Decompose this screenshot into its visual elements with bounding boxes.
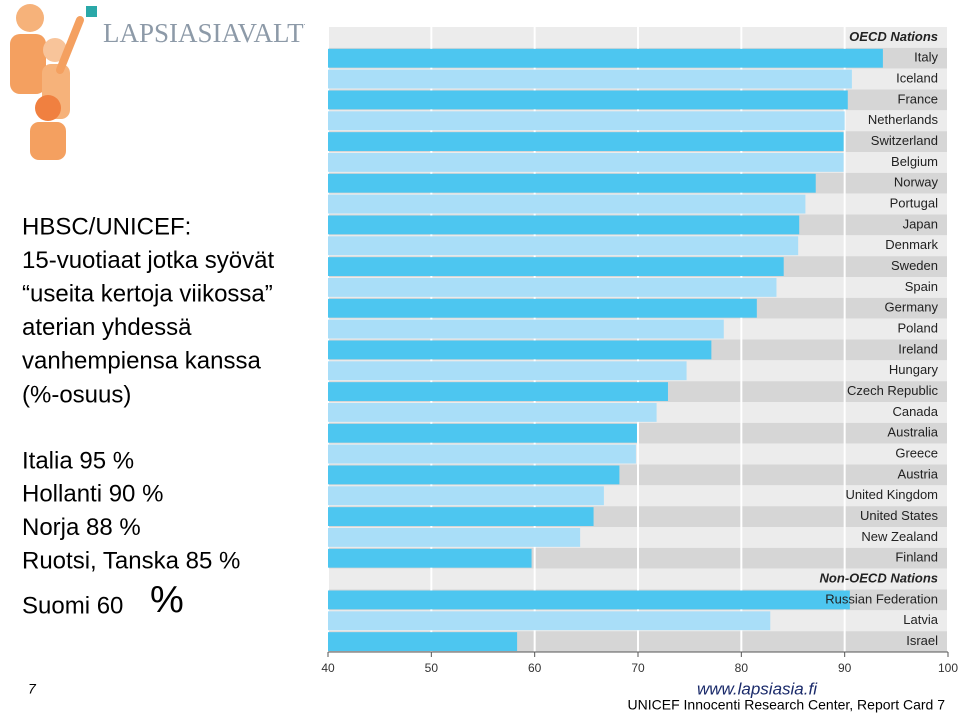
x-tick-label: 60: [528, 661, 542, 675]
category-label: Australia: [887, 425, 938, 440]
category-label: Hungary: [889, 362, 939, 377]
bar: [328, 194, 806, 214]
bar: [328, 361, 687, 381]
category-label: Italy: [914, 50, 938, 65]
category-label: France: [898, 91, 938, 106]
bar: [328, 465, 620, 485]
category-label: Israel: [906, 633, 938, 648]
bar: [328, 611, 771, 631]
category-label: Spain: [905, 279, 938, 294]
category-label: Canada: [892, 404, 938, 419]
url: www.lapsiasia.fi: [697, 679, 818, 698]
bar: [328, 90, 848, 110]
x-tick-label: 90: [838, 661, 852, 675]
bar: [328, 340, 712, 360]
category-label: Sweden: [891, 258, 938, 273]
category-label: Latvia: [903, 612, 938, 627]
bar: [328, 153, 844, 172]
category-label: Switzerland: [871, 133, 938, 148]
x-tick-label: 50: [425, 661, 439, 675]
list-item: Suomi 60: [22, 592, 123, 619]
bar: [328, 48, 883, 68]
category-label: Norway: [894, 175, 939, 190]
category-label: Denmark: [885, 237, 938, 252]
logo-text: LAPSIASIAVALTUU: [103, 18, 343, 48]
bar: [328, 319, 724, 339]
logo-figures: [10, 4, 97, 160]
category-label: Iceland: [896, 71, 938, 86]
category-label: Germany: [885, 300, 939, 315]
category-label: Russian Federation: [825, 591, 938, 606]
group-label: OECD Nations: [849, 29, 938, 44]
bar: [328, 382, 668, 401]
x-tick-label: 100: [938, 661, 958, 675]
source: UNICEF Innocenti Research Center, Report…: [628, 697, 946, 713]
bar: [328, 111, 845, 131]
bar: [328, 632, 518, 651]
title-line: vanhempiensa kanssa: [22, 348, 261, 375]
x-tick-label: 70: [631, 661, 645, 675]
title-line: (%-osuus): [22, 381, 131, 408]
category-label: Finland: [895, 550, 938, 565]
title-line: “useita kertoja viikossa”: [22, 281, 273, 308]
bar: [328, 423, 637, 443]
group-label: Non-OECD Nations: [820, 571, 938, 586]
page-number: 7: [28, 681, 37, 697]
category-label: Poland: [898, 321, 938, 336]
category-label: Austria: [898, 466, 939, 481]
bar: [328, 444, 636, 464]
bar: [328, 298, 757, 318]
category-label: Portugal: [890, 196, 939, 211]
bar: [328, 215, 800, 235]
list-item: Ruotsi, Tanska 85 %: [22, 548, 240, 575]
category-label: Greece: [895, 446, 938, 461]
x-tick-label: 40: [321, 661, 335, 675]
bar: [328, 257, 784, 276]
bar: [328, 132, 844, 151]
bar: [328, 590, 850, 610]
x-tick-label: 80: [735, 661, 749, 675]
bar: [328, 69, 852, 89]
title-line: aterian yhdessä: [22, 314, 192, 341]
bar: [328, 507, 594, 526]
title-line: HBSC/UNICEF:: [22, 213, 191, 240]
category-label: Czech Republic: [847, 383, 939, 398]
bar: [328, 278, 777, 297]
category-label: Ireland: [898, 341, 938, 356]
bar: [328, 548, 532, 568]
chart: 40 50 60 70 80 90 100 OECD Nations Non-OECD Nati…: [321, 27, 958, 675]
category-label: Netherlands: [868, 112, 939, 127]
bar: [328, 236, 799, 256]
bar: [328, 528, 581, 547]
bar: [328, 173, 816, 193]
list-item: Norja 88 %: [22, 514, 141, 541]
list-item: Italia 95 %: [22, 447, 134, 474]
category-label: Japan: [903, 216, 938, 231]
bar: [328, 403, 657, 422]
list-item-unit: %: [150, 579, 184, 621]
category-label: New Zealand: [861, 529, 938, 544]
list-item: Hollanti 90 %: [22, 481, 163, 508]
title-line: 15-vuotiaat jotka syövät: [22, 247, 274, 274]
bar: [328, 486, 604, 506]
category-label: United States: [860, 508, 939, 523]
category-label: Belgium: [891, 154, 938, 169]
category-label: United Kingdom: [846, 487, 939, 502]
